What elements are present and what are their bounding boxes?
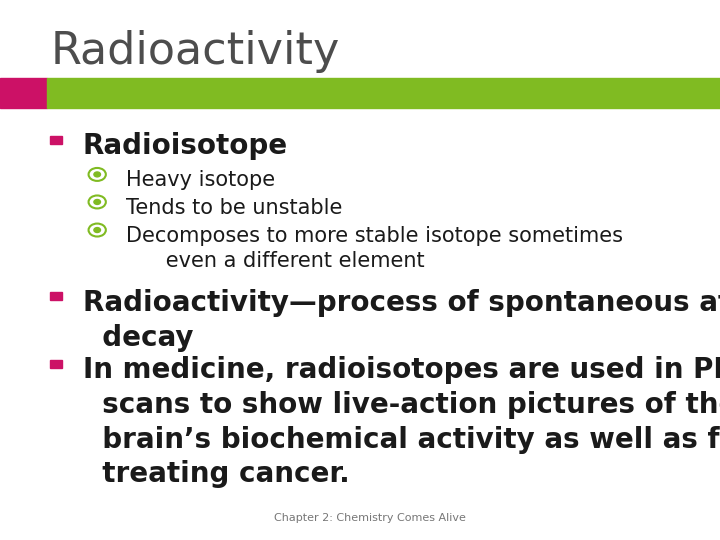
Bar xyxy=(50,292,62,300)
Bar xyxy=(50,360,62,368)
Text: Radioactivity—process of spontaneous atomic
  decay: Radioactivity—process of spontaneous ato… xyxy=(83,289,720,352)
Text: In medicine, radioisotopes are used in PET
  scans to show live-action pictures : In medicine, radioisotopes are used in P… xyxy=(83,356,720,488)
Bar xyxy=(50,136,62,144)
Text: Radioactivity: Radioactivity xyxy=(50,30,340,73)
Text: Chapter 2: Chemistry Comes Alive: Chapter 2: Chemistry Comes Alive xyxy=(274,512,465,523)
Bar xyxy=(47,78,720,108)
Text: Tends to be unstable: Tends to be unstable xyxy=(126,198,343,218)
Text: Radioisotope: Radioisotope xyxy=(83,132,288,160)
Circle shape xyxy=(94,227,101,233)
Bar xyxy=(0,78,47,108)
Circle shape xyxy=(94,172,101,177)
Text: Decomposes to more stable isotope sometimes
      even a different element: Decomposes to more stable isotope someti… xyxy=(126,226,623,271)
Text: Heavy isotope: Heavy isotope xyxy=(126,170,275,190)
Circle shape xyxy=(94,199,101,205)
